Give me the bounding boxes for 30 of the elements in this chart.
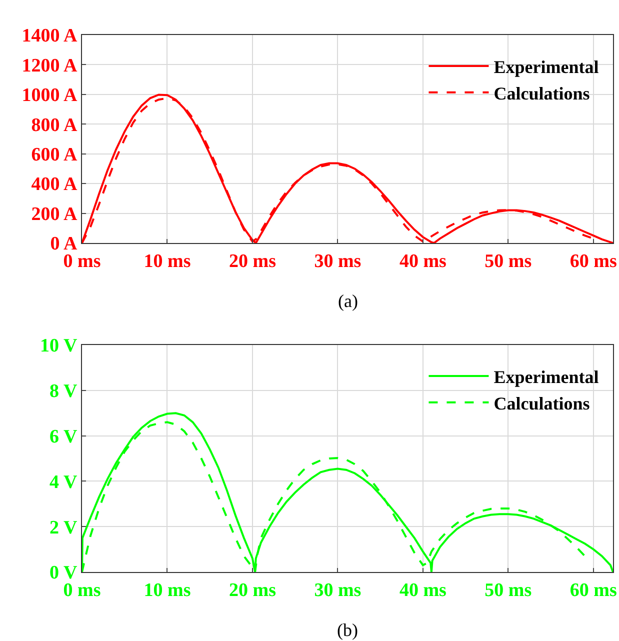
y-tick-label: 200 A [31, 204, 78, 225]
x-tick-label: 60 ms [570, 250, 617, 272]
x-tick-label: 20 ms [228, 250, 276, 272]
y-tick-label: 4 V [50, 472, 78, 493]
y-tick-label: 1200 A [22, 55, 78, 76]
x-tick-label: 40 ms [399, 250, 446, 272]
x-tick-label: 50 ms [484, 580, 532, 601]
y-tick-label: 8 V [50, 381, 78, 402]
text: (a) [338, 291, 358, 311]
y-tick-label: 1400 A [22, 26, 78, 47]
x-tick-label: 40 ms [399, 580, 446, 601]
text: (b) [337, 620, 358, 640]
legend-label: Experimental [494, 57, 599, 78]
y-tick-label: 600 A [31, 144, 78, 166]
x-tick-label: 50 ms [484, 250, 532, 272]
legend-label: Experimental [494, 367, 599, 388]
y-tick-label: 6 V [50, 426, 78, 448]
y-tick-label: 2 V [50, 517, 78, 538]
x-tick-label: 30 ms [314, 580, 362, 601]
x-tick-label: 10 ms [144, 580, 191, 601]
x-tick-label: 60 ms [570, 580, 617, 601]
legend-label: Calculations [494, 83, 590, 104]
legend-label: Calculations [494, 393, 590, 414]
y-tick-label: 800 A [31, 114, 78, 136]
y-tick-label: 400 A [31, 174, 78, 196]
y-tick-label: 1000 A [22, 85, 78, 106]
x-tick-label: 20 ms [228, 580, 276, 601]
y-tick-label: 10 V [40, 336, 78, 357]
x-tick-label: 10 ms [144, 250, 191, 272]
x-tick-label: 30 ms [314, 250, 362, 272]
